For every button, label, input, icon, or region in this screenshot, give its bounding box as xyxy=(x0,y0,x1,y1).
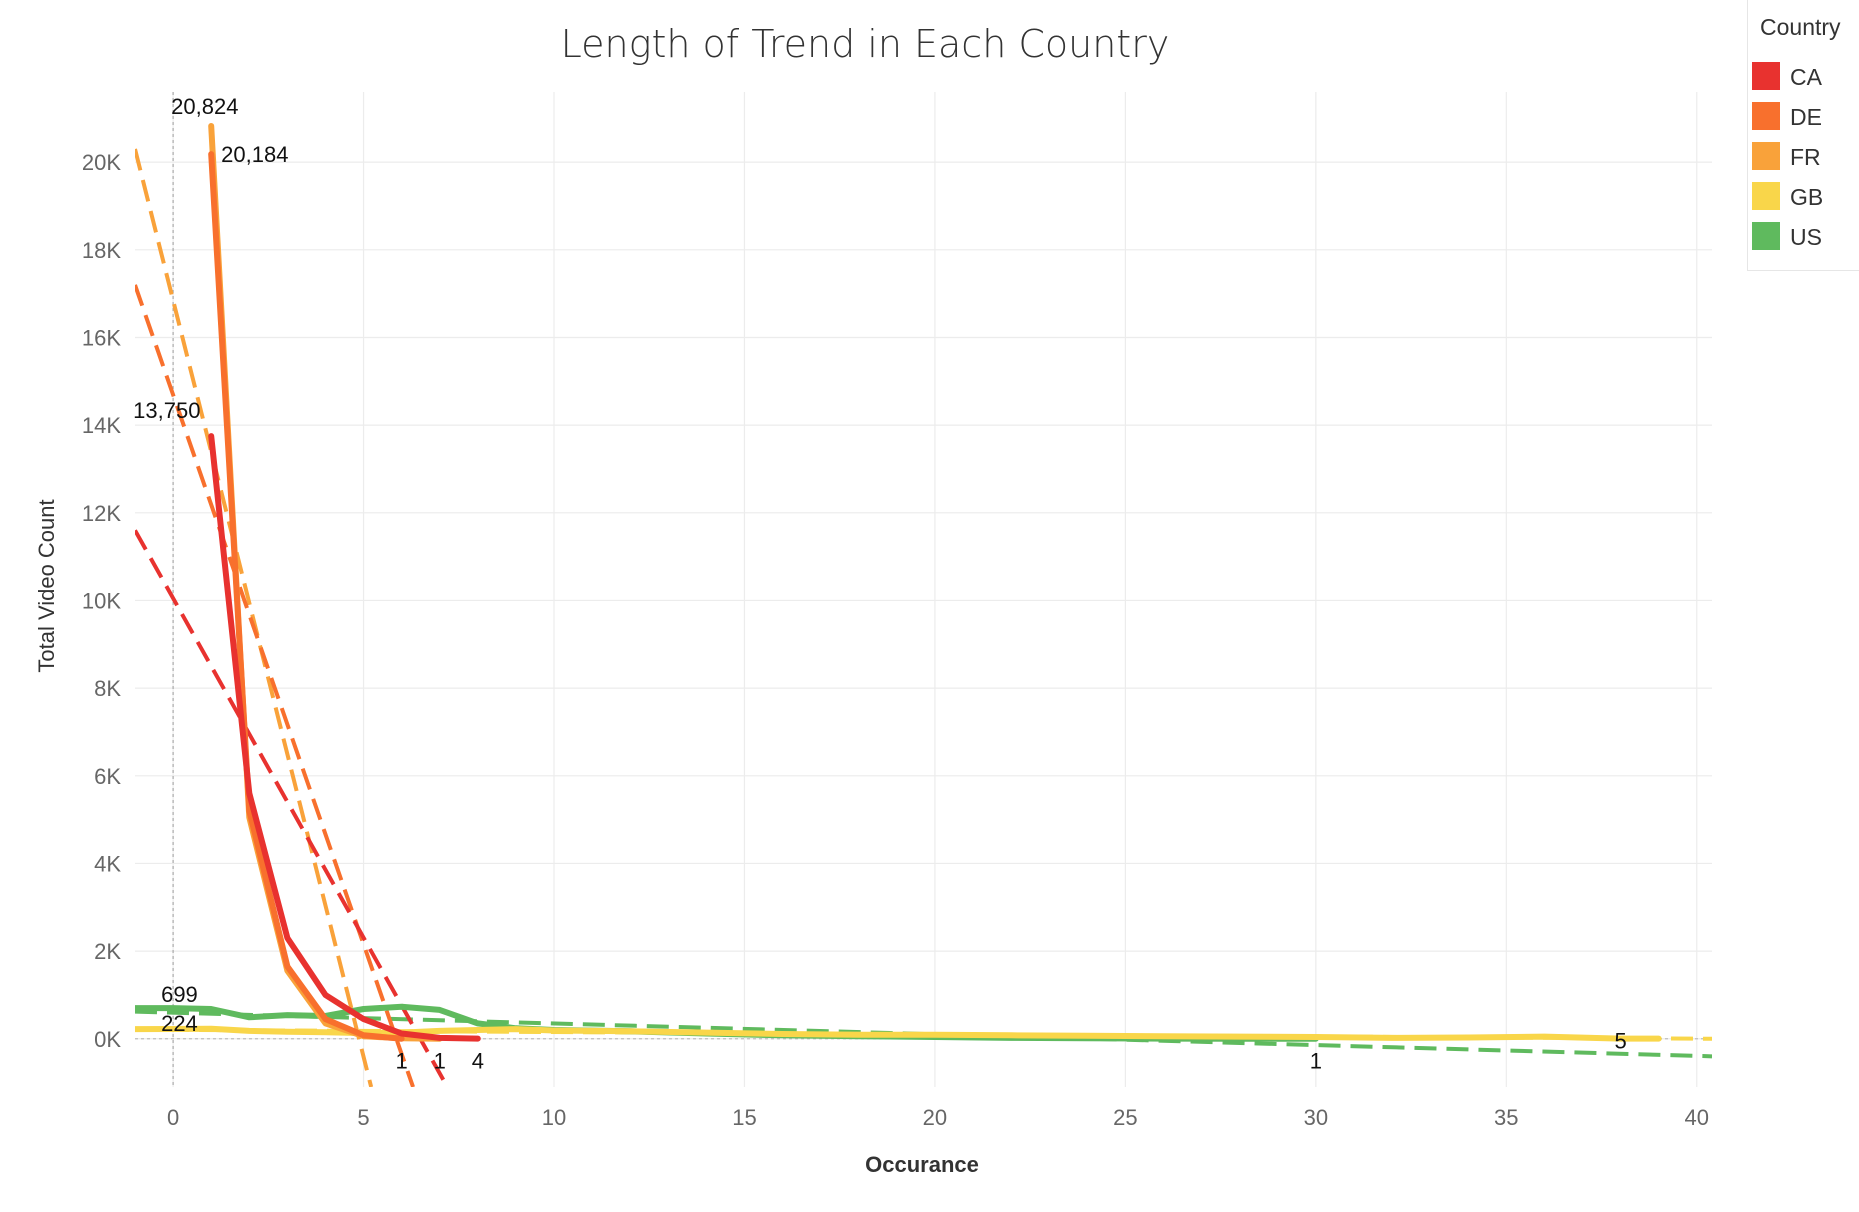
legend-swatch xyxy=(1752,222,1780,250)
x-tick-label: 30 xyxy=(1304,1105,1328,1130)
legend-label: CA xyxy=(1790,64,1822,90)
legend-swatch xyxy=(1752,182,1780,210)
series-line-ca[interactable] xyxy=(208,433,481,1042)
y-tick-label: 4K xyxy=(94,851,121,876)
y-tick-label: 18K xyxy=(82,238,121,263)
y-tick-label: 20K xyxy=(82,150,121,175)
legend-item-de[interactable]: DE xyxy=(1748,102,1859,134)
data-label: 1 xyxy=(434,1049,446,1074)
data-label: 699 xyxy=(161,982,198,1007)
y-tick-label: 14K xyxy=(82,413,121,438)
y-tick-label: 6K xyxy=(94,764,121,789)
legend-label: US xyxy=(1790,224,1822,250)
legend[interactable]: Country CA DE FR GB US xyxy=(1747,0,1859,271)
y-tick-label: 0K xyxy=(94,1027,121,1052)
x-tick-label: 35 xyxy=(1494,1105,1518,1130)
x-tick-label: 15 xyxy=(732,1105,756,1130)
data-label: 20,184 xyxy=(221,142,288,167)
x-tick-label: 20 xyxy=(923,1105,947,1130)
data-label: 224 xyxy=(161,1011,198,1036)
trendline-de xyxy=(135,284,415,1087)
y-tick-label: 12K xyxy=(82,501,121,526)
x-tick-label: 0 xyxy=(167,1105,179,1130)
data-label: 1 xyxy=(396,1049,408,1074)
trendline-ca xyxy=(135,529,450,1087)
legend-swatch xyxy=(1752,142,1780,170)
x-tick-label: 10 xyxy=(542,1105,566,1130)
x-tick-label: 40 xyxy=(1685,1105,1709,1130)
x-tick-label: 5 xyxy=(357,1105,369,1130)
data-label: 4 xyxy=(472,1049,484,1074)
data-label: 5 xyxy=(1614,1029,1626,1054)
trendline-fr xyxy=(135,148,374,1087)
chart-title: Length of Trend in Each Country xyxy=(560,22,1170,66)
legend-item-fr[interactable]: FR xyxy=(1748,142,1859,174)
y-tick-label: 8K xyxy=(94,676,121,701)
legend-item-gb[interactable]: GB xyxy=(1748,182,1859,214)
x-tick-label: 25 xyxy=(1113,1105,1137,1130)
y-tick-label: 10K xyxy=(82,588,121,613)
legend-title: Country xyxy=(1760,14,1841,40)
y-axis-label: Total Video Count xyxy=(34,499,59,672)
data-label: 20,824 xyxy=(171,94,238,119)
y-tick-label: 16K xyxy=(82,325,121,350)
data-label: 1 xyxy=(1310,1049,1322,1074)
data-label: 13,750 xyxy=(133,398,200,423)
legend-item-ca[interactable]: CA xyxy=(1748,62,1859,94)
series-line-de[interactable] xyxy=(208,151,405,1042)
legend-item-us[interactable]: US xyxy=(1748,222,1859,254)
x-axis-label: Occurance xyxy=(865,1152,979,1177)
legend-label: GB xyxy=(1790,184,1824,210)
series-line-gb[interactable] xyxy=(135,1025,1662,1042)
legend-swatch xyxy=(1752,62,1780,90)
legend-label: DE xyxy=(1790,104,1822,130)
y-tick-label: 2K xyxy=(94,939,121,964)
legend-swatch xyxy=(1752,102,1780,130)
legend-label: FR xyxy=(1790,144,1821,170)
